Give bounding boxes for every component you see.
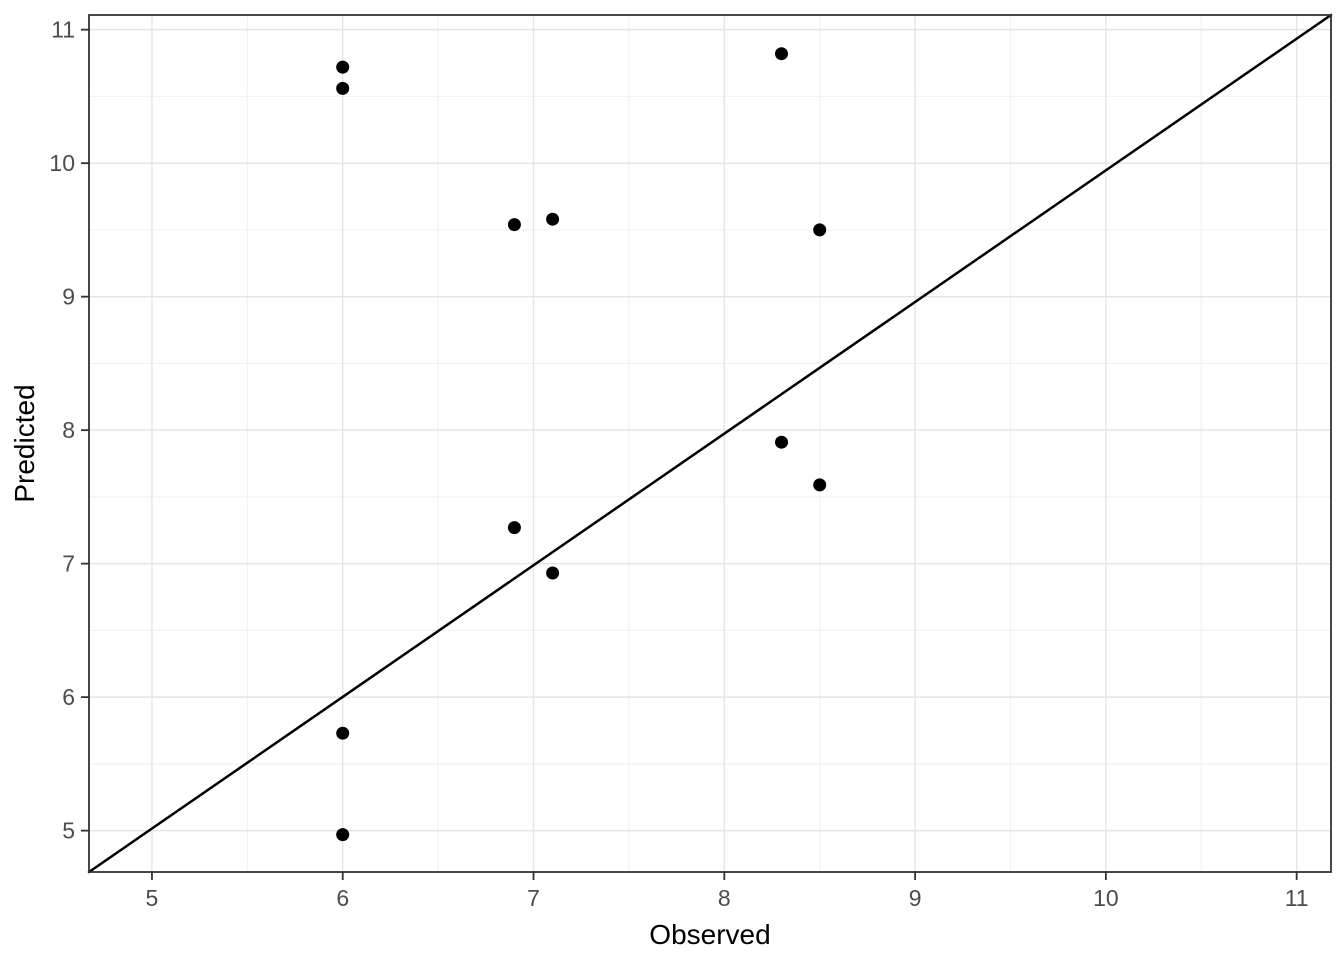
identity-reference-line: [87, 13, 1333, 874]
x-tick-label: 11: [1285, 885, 1309, 911]
y-axis-title: Predicted: [9, 384, 40, 502]
y-tick-label: 11: [51, 17, 75, 43]
scatter-point: [546, 212, 560, 226]
x-axis-title: Observed: [649, 919, 770, 950]
x-tick-label: 6: [336, 885, 349, 911]
minor-gridlines: [89, 15, 1331, 872]
axis-ticks: [81, 28, 1298, 880]
y-tick-label: 8: [62, 417, 75, 443]
y-tick-label: 7: [62, 551, 75, 577]
x-tick-label: 7: [527, 885, 540, 911]
scatter-point: [336, 81, 350, 95]
y-tick-label: 9: [62, 284, 75, 310]
scatter-point: [546, 566, 560, 580]
data-points: [336, 47, 827, 842]
scatter-point: [507, 218, 521, 232]
scatter-point: [775, 435, 788, 449]
scatter-point: [813, 223, 827, 237]
y-tick-label: 5: [62, 818, 75, 844]
y-tick-label: 6: [62, 684, 75, 710]
scatter-point: [336, 726, 350, 740]
scatter-point: [336, 60, 350, 74]
x-tick-label: 8: [718, 885, 731, 911]
scatter-point: [775, 47, 788, 61]
x-tick-label: 9: [909, 885, 922, 911]
plot-panel-border: [88, 14, 1332, 873]
scatter-point: [507, 521, 521, 535]
x-tick-label: 10: [1093, 885, 1119, 911]
major-gridlines: [89, 15, 1331, 872]
x-tick-label: 5: [146, 885, 159, 911]
y-tick-label: 10: [49, 150, 75, 176]
scatter-point: [813, 478, 827, 492]
scatter-point: [336, 828, 350, 842]
x-axis-tick-labels: 5 6 7 8 9 10 11: [146, 885, 1309, 911]
y-axis-tick-labels: 5 6 7 8 9 10 11: [49, 17, 75, 844]
